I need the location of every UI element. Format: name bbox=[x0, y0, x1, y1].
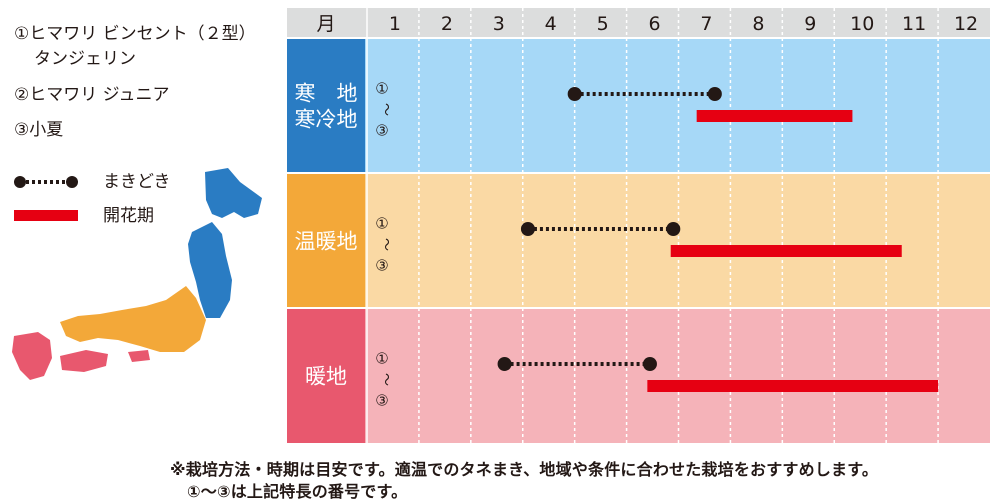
variety-3: ③小夏 bbox=[14, 120, 64, 140]
month-tick-label: 12 bbox=[954, 13, 978, 35]
map-hot-region bbox=[12, 332, 150, 380]
region-label: 寒冷地 bbox=[295, 108, 358, 132]
region-label: 暖地 bbox=[305, 365, 347, 389]
month-tick-label: 7 bbox=[700, 13, 712, 35]
month-tick-label: 5 bbox=[597, 13, 609, 35]
region-row-bg-warm bbox=[365, 173, 990, 308]
variety-2: ②ヒマワリ ジュニア bbox=[14, 85, 170, 105]
variety-mark-range: ～ bbox=[378, 103, 393, 116]
region-label-bg-hot bbox=[287, 308, 365, 443]
variety-mark-range: ～ bbox=[378, 238, 393, 251]
sowing-start-point bbox=[497, 357, 512, 371]
legend-symbols bbox=[14, 176, 78, 221]
variety-mark-first: ① bbox=[375, 215, 388, 233]
flowering-bar bbox=[647, 380, 939, 392]
japan-region-map bbox=[12, 168, 262, 380]
sowing-legend-symbol bbox=[14, 176, 78, 188]
sowing-end-point bbox=[707, 87, 722, 101]
variety-mark-last: ③ bbox=[375, 257, 388, 275]
month-tick-label: 2 bbox=[441, 13, 453, 35]
region-label: 温暖地 bbox=[295, 230, 358, 254]
month-tick-label: 10 bbox=[850, 13, 874, 35]
sowing-legend-label: まきどき bbox=[103, 172, 171, 192]
cultivation-note: ※栽培方法・時期は目安です。適温でのタネまき、地域や条件に合わせた栽培をおすすめ… bbox=[170, 460, 879, 479]
variety-mark-first: ① bbox=[375, 350, 388, 368]
number-note: ①～③は上記特長の番号です。 bbox=[187, 482, 408, 501]
variety-mark-range: ～ bbox=[378, 373, 393, 386]
sowing-start-point bbox=[567, 87, 582, 101]
region-label: 寒 地 bbox=[295, 82, 358, 106]
flowering-bar bbox=[670, 245, 902, 257]
region-row-bg-hot bbox=[365, 308, 990, 443]
sowing-end-point bbox=[642, 357, 657, 371]
region-label-bg-cold bbox=[287, 38, 365, 173]
month-tick-label: 6 bbox=[648, 13, 660, 35]
month-header-label: 月 bbox=[316, 13, 335, 35]
region-label-bg-warm bbox=[287, 173, 365, 308]
month-tick-label: 9 bbox=[804, 13, 816, 35]
flowering-bar bbox=[696, 110, 853, 122]
variety-1-line-1: ①ヒマワリ ビンセント（２型） bbox=[14, 24, 256, 44]
variety-mark-last: ③ bbox=[375, 122, 388, 140]
map-cold-region bbox=[188, 168, 262, 318]
map-warm-region bbox=[60, 286, 206, 352]
sowing-start-point bbox=[520, 222, 535, 236]
header-background bbox=[287, 8, 990, 38]
flowering-legend-symbol bbox=[14, 210, 78, 221]
month-header-row: 月 bbox=[287, 8, 990, 38]
variety-1-line-2: タンジェリン bbox=[34, 49, 136, 69]
region-row-bg-cold bbox=[365, 38, 990, 173]
month-tick-label: 3 bbox=[493, 13, 505, 35]
variety-mark-last: ③ bbox=[375, 392, 388, 410]
sowing-end-point bbox=[666, 222, 681, 236]
variety-mark-first: ① bbox=[375, 80, 388, 98]
flowering-legend-label: 開花期 bbox=[103, 206, 154, 226]
month-tick-label: 1 bbox=[389, 13, 401, 35]
month-tick-label: 11 bbox=[902, 13, 926, 35]
month-tick-label: 4 bbox=[545, 13, 557, 35]
month-tick-label: 8 bbox=[752, 13, 764, 35]
